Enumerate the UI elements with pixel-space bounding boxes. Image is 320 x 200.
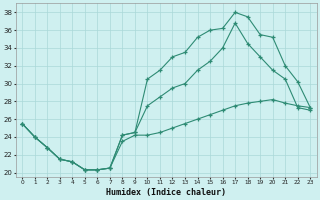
X-axis label: Humidex (Indice chaleur): Humidex (Indice chaleur) <box>106 188 226 197</box>
